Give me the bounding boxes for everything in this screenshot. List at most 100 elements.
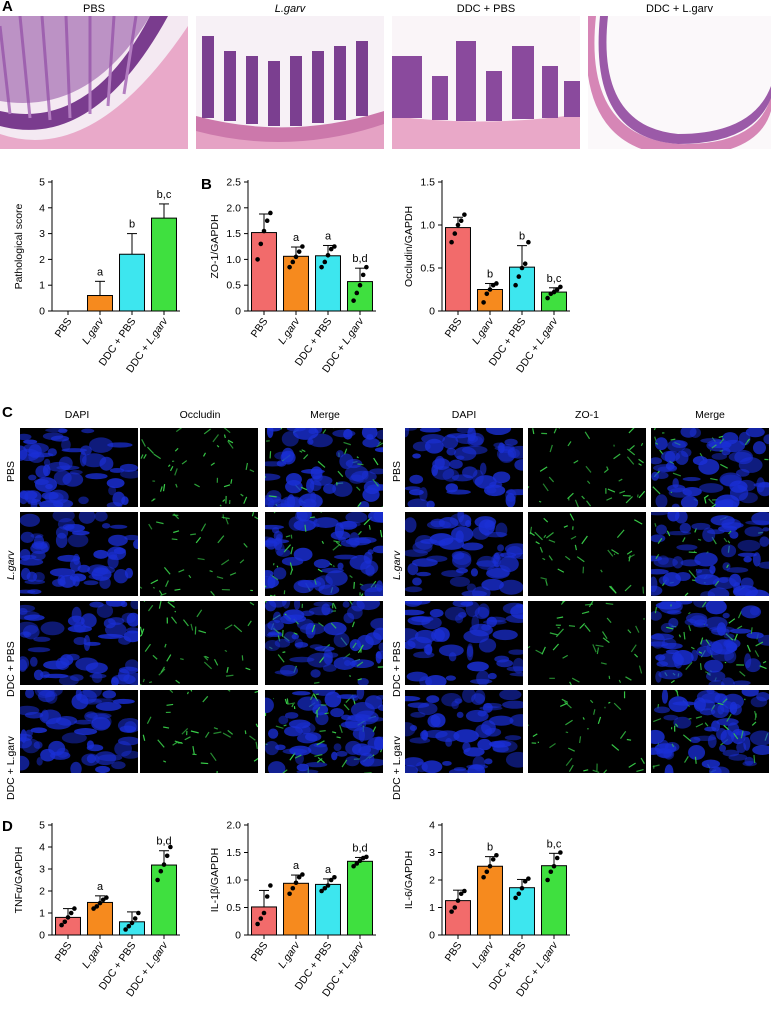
data-point	[97, 900, 103, 906]
data-point	[357, 282, 363, 288]
if-image-occludin-merge-pbs	[265, 428, 383, 507]
if-image-occludin-merge-ddc-pbs	[265, 601, 383, 685]
data-point	[268, 883, 273, 888]
bar	[251, 232, 277, 312]
y-tick-label: 2.0	[226, 202, 241, 214]
if-col-occludin: Occludin	[179, 409, 221, 421]
data-point	[94, 904, 100, 909]
data-point	[516, 274, 522, 279]
significance-label: a	[293, 232, 300, 244]
if-col-zo1: ZO-1	[575, 409, 599, 421]
data-point	[462, 888, 467, 894]
data-point	[325, 252, 331, 258]
data-point	[449, 909, 454, 914]
data-point	[551, 289, 557, 295]
data-point	[322, 259, 328, 265]
data-point	[319, 888, 324, 894]
if-image-zo1-merge-ddc-pbs	[651, 601, 769, 685]
significance-label: b	[129, 219, 135, 231]
y-axis-label: ZO-1/GAPDH	[209, 214, 221, 278]
if-row-label-ddc-pbs-zo1: DDC + PBS	[391, 641, 403, 697]
histology-image-pbs	[0, 16, 188, 149]
x-tick-label: PBS	[53, 940, 75, 964]
y-axis-label: Pathological score	[13, 203, 25, 289]
bar	[509, 266, 535, 312]
data-point	[332, 244, 337, 249]
panel-label-d: D	[2, 818, 13, 835]
if-col-occludin-merge: Merge	[310, 409, 340, 421]
data-point	[264, 218, 270, 223]
y-tick-label: 1.5	[420, 177, 435, 189]
y-tick-label: 0	[429, 306, 435, 318]
data-point	[526, 239, 531, 245]
y-axis-label: Occludin/GAPDH	[403, 206, 415, 287]
data-point	[364, 854, 369, 860]
y-tick-label: 4	[429, 820, 435, 832]
data-point	[487, 287, 493, 292]
if-col-zo1-dapi: DAPI	[451, 409, 477, 421]
y-tick-label: 0	[429, 930, 435, 942]
y-tick-label: 2	[39, 254, 45, 266]
data-point	[59, 922, 64, 928]
data-point	[519, 265, 525, 271]
bar	[87, 901, 113, 936]
data-point	[548, 869, 554, 875]
if-image-zo1-dapi-lgarv	[405, 512, 523, 596]
significance-label: b,d	[352, 253, 367, 265]
data-point	[164, 853, 170, 859]
data-point	[268, 210, 273, 216]
y-tick-label: 3	[39, 864, 45, 876]
data-point	[462, 212, 467, 217]
if-image-occludin-marker-ddc-pbs	[140, 601, 258, 685]
data-point	[357, 858, 363, 864]
data-point	[296, 874, 302, 880]
data-point	[65, 915, 71, 920]
y-tick-label: 2.0	[226, 820, 241, 832]
data-point	[452, 905, 458, 910]
data-point	[481, 300, 486, 305]
if-image-occludin-merge-lgarv	[265, 512, 383, 596]
bar	[445, 227, 471, 312]
panel-label-a: A	[2, 0, 13, 15]
y-tick-label: 1.0	[420, 220, 435, 232]
data-point	[136, 910, 141, 916]
data-point	[545, 877, 550, 883]
x-tick-label: L.garv	[80, 315, 107, 346]
data-point	[516, 891, 522, 897]
data-point	[129, 920, 135, 926]
data-point	[261, 228, 267, 234]
if-image-occludin-merge-ddc-lgarv	[265, 690, 383, 773]
histology-image-lgarv	[196, 16, 384, 149]
histology-image-ddc-lgarv	[588, 16, 771, 149]
histology-title-ddc-lgarv: DDC + L.garv	[646, 3, 713, 15]
data-point	[287, 891, 292, 897]
y-tick-label: 5	[39, 820, 45, 832]
if-image-zo1-marker-ddc-pbs	[528, 601, 646, 685]
data-point	[513, 282, 518, 288]
y-tick-label: 0	[39, 930, 45, 942]
if-image-zo1-merge-lgarv	[651, 512, 769, 596]
data-point	[168, 844, 173, 850]
y-tick-label: 4	[39, 202, 45, 214]
if-row-label-ddc-pbs: DDC + PBS	[5, 641, 17, 697]
bar	[445, 900, 471, 936]
significance-label: a	[325, 864, 332, 876]
histology-title-pbs: PBS	[82, 3, 105, 15]
y-tick-label: 1.5	[226, 228, 241, 240]
x-tick-label: PBS	[443, 940, 465, 964]
data-point	[290, 259, 296, 265]
data-point	[325, 883, 331, 888]
if-row-label-pbs-zo1: PBS	[391, 460, 403, 482]
if-image-occludin-dapi-pbs	[20, 428, 138, 507]
y-tick-label: 0	[235, 930, 241, 942]
bar	[151, 217, 177, 312]
significance-label: a	[97, 266, 104, 278]
y-tick-label: 1.0	[226, 254, 241, 266]
data-point	[126, 923, 132, 929]
data-point	[104, 895, 109, 900]
data-point	[490, 857, 496, 862]
data-point	[481, 874, 486, 880]
